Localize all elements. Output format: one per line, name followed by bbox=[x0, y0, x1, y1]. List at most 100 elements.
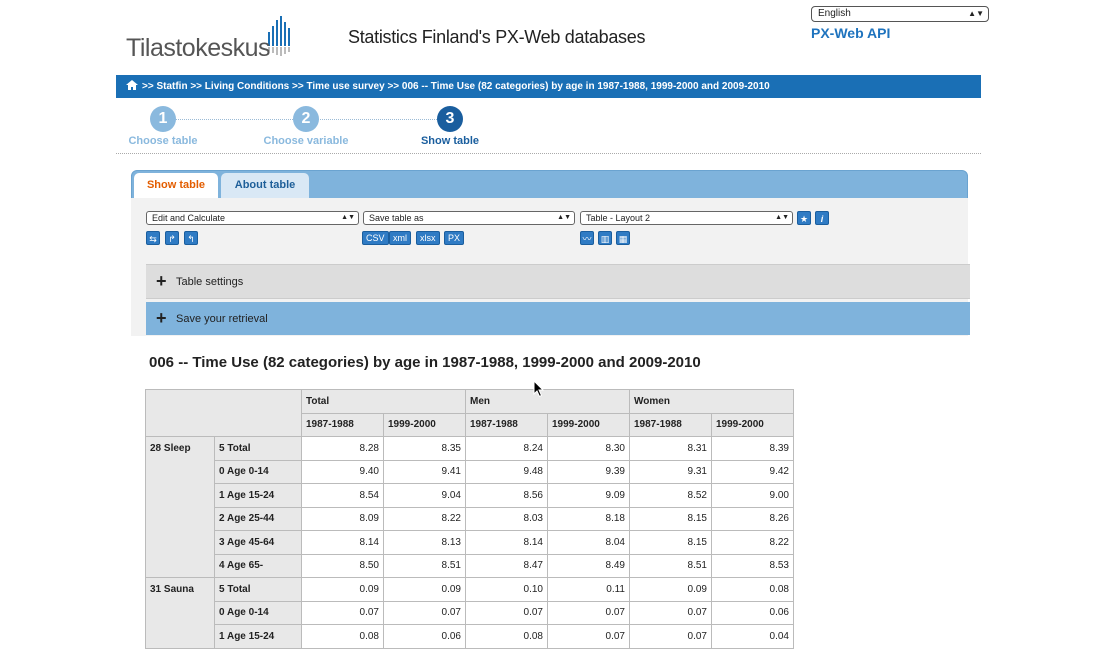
table-cell: 0.09 bbox=[383, 577, 466, 602]
table-row: 2 Age 25-44 8.09 8.22 8.03 8.18 8.15 8.26 bbox=[146, 506, 794, 531]
table-row: 4 Age 65- 8.50 8.51 8.47 8.49 8.51 8.53 bbox=[146, 553, 794, 578]
select-arrows-icon: ▲▼ bbox=[968, 9, 984, 18]
table-cell: 8.35 bbox=[383, 436, 466, 461]
logo-bars-icon bbox=[268, 16, 290, 56]
column-group-header: Men bbox=[465, 389, 630, 414]
pivot-icon[interactable]: ⇆ bbox=[146, 231, 160, 245]
table-cell: 0.10 bbox=[465, 577, 548, 602]
xlsx-button[interactable]: xlsx bbox=[416, 231, 440, 245]
save-table-value: Save table as bbox=[369, 213, 424, 223]
table-cell: 8.14 bbox=[301, 530, 384, 555]
tab-show-table[interactable]: Show table bbox=[134, 173, 218, 198]
home-icon[interactable] bbox=[126, 80, 138, 90]
step-2-circle[interactable]: 2 bbox=[293, 106, 319, 132]
logo-text[interactable]: Tilastokeskus bbox=[126, 34, 271, 62]
table-cell: 9.41 bbox=[383, 459, 466, 484]
save-table-select[interactable]: Save table as ▲▼ bbox=[363, 211, 575, 225]
year-header: 1999-2000 bbox=[383, 412, 466, 437]
table-cell: 8.03 bbox=[465, 506, 548, 531]
table-cell: 8.24 bbox=[465, 436, 548, 461]
category-header: 28 Sleep bbox=[145, 436, 215, 578]
table-cell: 0.09 bbox=[629, 577, 712, 602]
plus-icon: + bbox=[156, 308, 167, 328]
age-header: 3 Age 45-64 bbox=[214, 530, 302, 555]
table-cell: 8.30 bbox=[547, 436, 630, 461]
table-title: 006 -- Time Use (82 categories) by age i… bbox=[149, 354, 701, 371]
year-header: 1987-1988 bbox=[629, 412, 712, 437]
breadcrumb: >> Statfin >> Living Conditions >> Time … bbox=[116, 75, 981, 98]
column-group-header: Women bbox=[629, 389, 794, 414]
table-cell: 8.47 bbox=[465, 553, 548, 578]
year-header: 1987-1988 bbox=[465, 412, 548, 437]
bar-chart-icon[interactable]: ▥ bbox=[598, 231, 612, 245]
layout-select[interactable]: Table - Layout 2 ▲▼ bbox=[580, 211, 793, 225]
table-cell: 0.07 bbox=[547, 600, 630, 625]
table-cell: 9.00 bbox=[711, 483, 794, 508]
table-cell: 0.07 bbox=[629, 624, 712, 649]
table-settings-label: Table settings bbox=[176, 276, 244, 288]
language-value: English bbox=[818, 8, 851, 19]
rotate-counterclockwise-icon[interactable]: ↰ bbox=[184, 231, 198, 245]
age-header: 4 Age 65- bbox=[214, 553, 302, 578]
table-cell: 0.07 bbox=[547, 624, 630, 649]
tab-about-table[interactable]: About table bbox=[221, 173, 309, 198]
table-header-row: Total Men Women bbox=[145, 389, 794, 437]
table-cell: 8.39 bbox=[711, 436, 794, 461]
table-cell: 9.09 bbox=[547, 483, 630, 508]
step-3-label: Show table bbox=[420, 135, 480, 147]
table-cell: 9.04 bbox=[383, 483, 466, 508]
plus-icon: + bbox=[156, 271, 167, 291]
step-1-circle[interactable]: 1 bbox=[150, 106, 176, 132]
table-cell: 8.15 bbox=[629, 506, 712, 531]
save-retrieval-panel[interactable]: + Save your retrieval bbox=[146, 302, 970, 335]
edit-calculate-select[interactable]: Edit and Calculate ▲▼ bbox=[146, 211, 359, 225]
table-cell: 0.07 bbox=[629, 600, 712, 625]
breadcrumb-text[interactable]: >> Statfin >> Living Conditions >> Time … bbox=[142, 81, 770, 92]
step-3-circle: 3 bbox=[437, 106, 463, 132]
table-cell: 0.07 bbox=[383, 600, 466, 625]
table-cell: 8.52 bbox=[629, 483, 712, 508]
table-cell: 0.04 bbox=[711, 624, 794, 649]
line-chart-icon[interactable]: 〰 bbox=[580, 231, 594, 245]
step-2-label[interactable]: Choose variable bbox=[263, 135, 349, 147]
table-corner bbox=[145, 389, 302, 437]
table-settings-panel[interactable]: + Table settings bbox=[146, 264, 970, 299]
language-select[interactable]: English ▲▼ bbox=[811, 6, 989, 22]
table-cell: 8.54 bbox=[301, 483, 384, 508]
mouse-cursor-icon bbox=[533, 380, 545, 398]
table-cell: 8.49 bbox=[547, 553, 630, 578]
table-cell: 8.22 bbox=[383, 506, 466, 531]
select-arrows-icon: ▲▼ bbox=[557, 214, 571, 221]
separator bbox=[116, 153, 981, 154]
data-table: Total Men Women 1987-1988 1999-2000 1987-1988… bbox=[145, 389, 794, 649]
category-header: 31 Sauna bbox=[145, 577, 215, 649]
step-1-label[interactable]: Choose table bbox=[128, 135, 198, 147]
pxweb-api-link[interactable]: PX-Web API bbox=[811, 25, 891, 41]
px-button[interactable]: PX bbox=[444, 231, 465, 245]
table-cell: 8.09 bbox=[301, 506, 384, 531]
table-cell: 8.53 bbox=[711, 553, 794, 578]
table-row: 3 Age 45-64 8.14 8.13 8.14 8.04 8.15 8.22 bbox=[146, 530, 794, 555]
table-cell: 8.51 bbox=[629, 553, 712, 578]
age-header: 2 Age 25-44 bbox=[214, 506, 302, 531]
info-icon[interactable]: i bbox=[815, 211, 829, 225]
csv-button[interactable]: CSV bbox=[362, 231, 389, 245]
table-icon[interactable]: ▦ bbox=[616, 231, 630, 245]
layout-value: Table - Layout 2 bbox=[586, 213, 651, 223]
year-header: 1987-1988 bbox=[301, 412, 384, 437]
table-cell: 8.13 bbox=[383, 530, 466, 555]
table-cell: 0.11 bbox=[547, 577, 630, 602]
site-title: Statistics Finland's PX-Web databases bbox=[348, 27, 646, 47]
table-cell: 8.22 bbox=[711, 530, 794, 555]
select-arrows-icon: ▲▼ bbox=[341, 214, 355, 221]
favorite-star-icon[interactable]: ★ bbox=[797, 211, 811, 225]
table-cell: 0.06 bbox=[383, 624, 466, 649]
table-row: 1 Age 15-24 0.08 0.06 0.08 0.07 0.07 0.04 bbox=[146, 624, 794, 649]
table-cell: 8.15 bbox=[629, 530, 712, 555]
age-header: 1 Age 15-24 bbox=[214, 483, 302, 508]
rotate-clockwise-icon[interactable]: ↱ bbox=[165, 231, 179, 245]
table-cell: 8.50 bbox=[301, 553, 384, 578]
age-header: 5 Total bbox=[214, 577, 302, 602]
table-header-row: 1987-1988 1999-2000 1987-1988 1999-2000 1987… bbox=[146, 412, 794, 437]
xml-button[interactable]: xml bbox=[389, 231, 411, 245]
